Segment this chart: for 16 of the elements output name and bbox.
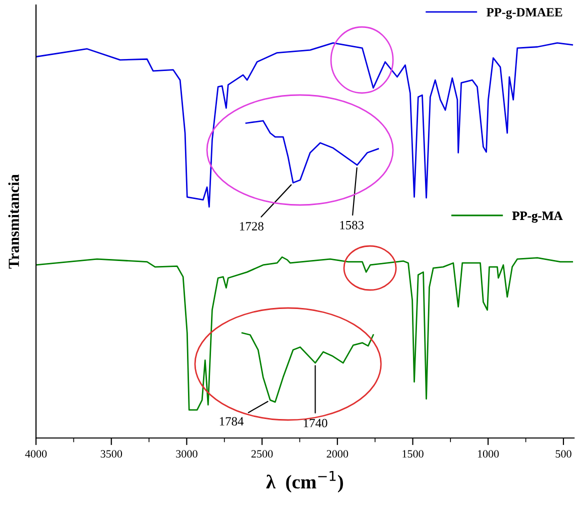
x-tick-label: 1000	[478, 450, 499, 458]
x-tick-label: 4000	[25, 450, 47, 458]
x-tick-label: 1500	[402, 450, 424, 458]
annotation: 1583	[340, 220, 364, 230]
x-tick-label: 500	[556, 450, 572, 458]
x-tick-label: 3000	[176, 450, 198, 458]
annotation: 1784	[220, 417, 244, 426]
x-tick-label: 2500	[251, 450, 273, 458]
y-axis-title: Transmitancia	[8, 174, 20, 269]
legend-label: PP-g-DMAEE	[486, 8, 562, 20]
annotation: 1740	[304, 418, 328, 428]
x-tick-label: 3500	[100, 450, 122, 458]
x-tick-label: 2000	[326, 450, 348, 458]
annotation: 1728	[240, 222, 264, 230]
legend-label: PP-g-MA	[512, 212, 563, 223]
x-axis-title: λ (cm$^{−1}$)	[266, 470, 343, 492]
